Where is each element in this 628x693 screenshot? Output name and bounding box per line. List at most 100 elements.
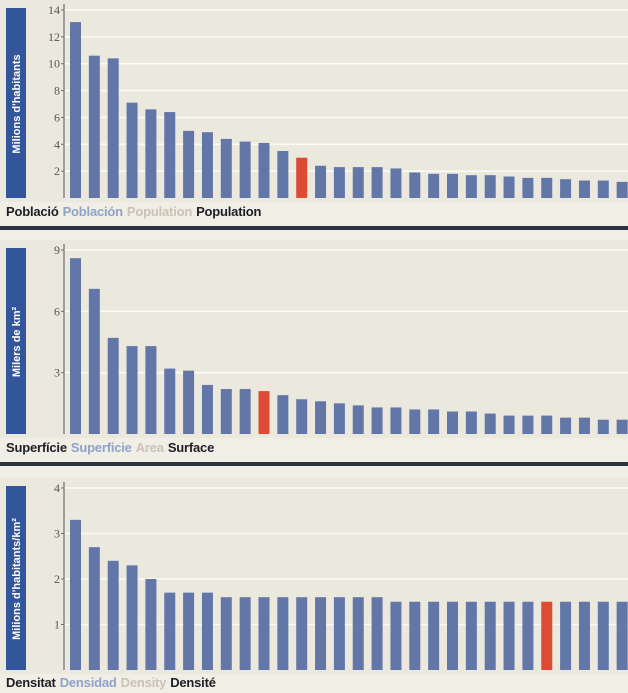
legend-english: Population xyxy=(126,204,193,219)
legend-french: Population xyxy=(196,204,262,219)
legend-catalan: Població xyxy=(6,204,59,219)
bar xyxy=(164,368,176,434)
legend-catalan: Superfície xyxy=(6,440,67,455)
y-tick-label: 4 xyxy=(54,481,60,495)
bar xyxy=(107,560,119,670)
y-tick-label: 14 xyxy=(48,3,60,17)
bar xyxy=(616,419,628,434)
highlighted-bar xyxy=(258,391,270,434)
bar xyxy=(239,597,251,670)
bar xyxy=(390,407,402,434)
surface-chart: Milers de km² 3 6 9 xyxy=(0,240,628,438)
y-tick-label: 2 xyxy=(54,164,60,178)
y-axis-label: Milions d'habitants/km² xyxy=(11,518,23,640)
bar xyxy=(296,399,308,434)
y-tick-label: 2 xyxy=(54,572,60,586)
bar xyxy=(616,181,628,198)
bar xyxy=(126,346,138,434)
bar xyxy=(560,417,572,434)
bar xyxy=(541,177,553,198)
bar xyxy=(107,337,119,434)
legend-french: Densité xyxy=(170,675,216,690)
y-axis-label: Milions d'habitants xyxy=(11,54,23,153)
bar xyxy=(428,601,440,670)
bar xyxy=(447,601,458,670)
bar xyxy=(541,415,553,434)
bar xyxy=(428,173,440,198)
bar xyxy=(258,597,270,670)
population-chart: Milions d'habitants 2 4 6 8 10 12 14 xyxy=(0,0,628,202)
bar xyxy=(371,407,383,434)
bar xyxy=(428,409,440,434)
bar xyxy=(201,132,213,198)
density-legend: Densitat Densidad Density Densité xyxy=(6,675,220,690)
bar xyxy=(277,395,289,434)
y-tick-label: 1 xyxy=(54,618,60,632)
chart-background xyxy=(0,240,628,438)
bar xyxy=(88,288,100,434)
y-tick-label: 8 xyxy=(54,84,60,98)
bar xyxy=(522,177,534,198)
bar xyxy=(390,601,402,670)
bar xyxy=(503,415,515,434)
surface-chart-panel: Milers de km² 3 6 9 xyxy=(0,240,628,438)
bar xyxy=(315,401,327,434)
legend-spanish: Superficie xyxy=(70,440,132,455)
bar xyxy=(465,175,477,198)
bar xyxy=(409,409,421,434)
bar xyxy=(465,601,477,670)
bar xyxy=(465,411,477,434)
highlighted-bar xyxy=(296,157,308,198)
y-tick-label: 9 xyxy=(54,243,60,257)
surface-legend: Superfície Superficie Area Surface xyxy=(6,440,218,455)
bar xyxy=(183,130,195,198)
bar xyxy=(315,597,327,670)
population-chart-panel: Milions d'habitants 2 4 6 8 10 12 14 xyxy=(0,0,628,202)
y-tick-label: 6 xyxy=(54,304,60,318)
bar xyxy=(597,180,609,198)
chart-background xyxy=(0,0,628,202)
bar xyxy=(484,601,496,670)
bar xyxy=(333,403,345,434)
y-tick-label: 3 xyxy=(54,366,60,380)
bar xyxy=(371,597,383,670)
population-legend: Població Población Population Population xyxy=(6,204,265,219)
bar xyxy=(371,167,383,198)
bar xyxy=(201,592,213,670)
y-label-band xyxy=(6,486,26,670)
y-label-band xyxy=(6,8,26,198)
bar xyxy=(145,346,157,434)
legend-french: Surface xyxy=(167,440,215,455)
bar xyxy=(239,141,251,198)
bar xyxy=(333,597,345,670)
bar xyxy=(183,370,195,434)
bar xyxy=(220,389,232,434)
bar xyxy=(597,601,609,670)
bar xyxy=(126,565,138,670)
bar xyxy=(560,601,572,670)
legend-english: Area xyxy=(135,440,164,455)
bar xyxy=(484,175,496,198)
y-tick-label: 6 xyxy=(54,110,60,124)
legend-english: Density xyxy=(120,675,167,690)
bar xyxy=(145,579,157,670)
bar xyxy=(616,601,628,670)
bar xyxy=(409,172,421,198)
y-label-band xyxy=(6,248,26,434)
bar xyxy=(522,415,534,434)
bar xyxy=(164,592,176,670)
bar xyxy=(352,167,364,198)
bar xyxy=(201,384,213,434)
bar xyxy=(333,167,345,198)
bar xyxy=(578,417,590,434)
bar xyxy=(164,112,176,198)
density-chart: Milions d'habitants/km² 1 2 3 4 xyxy=(0,478,628,674)
bar xyxy=(503,176,515,198)
bar xyxy=(522,601,534,670)
bar xyxy=(183,592,195,670)
bar xyxy=(447,173,458,198)
bar xyxy=(409,601,421,670)
bar xyxy=(447,411,458,434)
bar xyxy=(352,597,364,670)
bar xyxy=(220,138,232,198)
